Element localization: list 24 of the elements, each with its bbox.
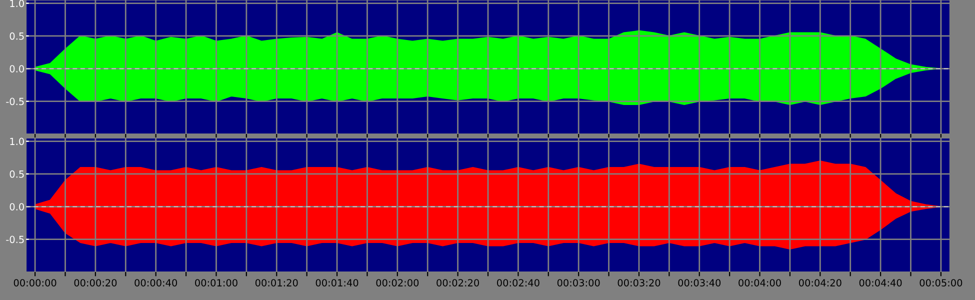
x-tick-label: 00:04:00 bbox=[738, 279, 781, 286]
x-tick-label: 00:00:40 bbox=[134, 279, 178, 286]
x-tick-label: 00:03:00 bbox=[557, 279, 600, 286]
x-tick-label: 00:01:00 bbox=[195, 279, 238, 286]
x-tick-label: 00:02:00 bbox=[376, 279, 419, 286]
y-tick-label: 1.0 bbox=[10, 0, 24, 8]
x-tick-label: 00:00:20 bbox=[74, 279, 117, 286]
x-tick-label: 00:05:00 bbox=[920, 279, 962, 286]
x-tick-label: 00:01:40 bbox=[316, 279, 358, 286]
x-tick-label: 00:03:40 bbox=[678, 279, 721, 286]
y-tick-label: 0.5 bbox=[10, 170, 24, 178]
x-tick-label: 00:03:20 bbox=[618, 279, 660, 286]
x-tick-label: 00:01:20 bbox=[255, 279, 298, 286]
x-tick-label: 00:04:20 bbox=[798, 279, 842, 286]
y-tick-label: 0.5 bbox=[10, 32, 24, 40]
y-tick-label: -0.5 bbox=[6, 98, 24, 106]
x-tick-label: 00:00:00 bbox=[14, 279, 56, 286]
x-tick-label: 00:02:40 bbox=[497, 279, 540, 286]
x-tick-label: 00:02:20 bbox=[436, 279, 479, 286]
x-tick-label: 00:04:40 bbox=[859, 279, 902, 286]
y-tick-label: -0.5 bbox=[6, 236, 24, 244]
y-tick-label: 0.0 bbox=[10, 203, 24, 210]
y-tick-label: 0.0 bbox=[10, 65, 24, 72]
y-tick-label: 1.0 bbox=[10, 138, 24, 146]
